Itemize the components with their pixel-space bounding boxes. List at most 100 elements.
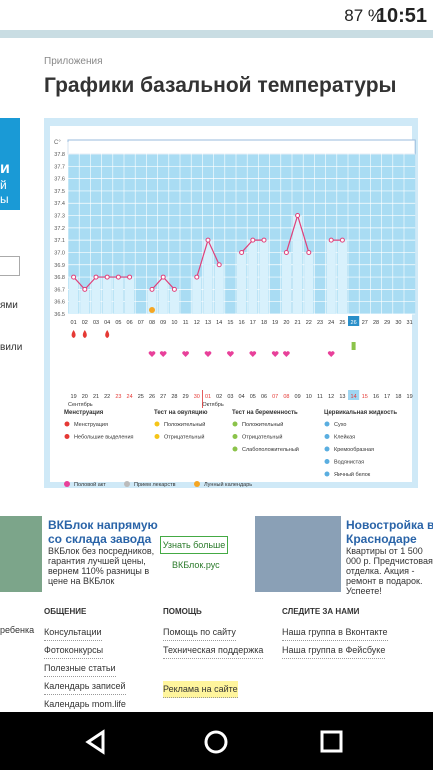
breadcrumb[interactable]: Приложения	[44, 56, 103, 67]
ad-title: Новостройка в Краснодаре	[346, 518, 433, 546]
x-tick-label: 11	[183, 320, 189, 326]
bar	[248, 240, 258, 314]
intercourse-mark	[283, 351, 290, 357]
x-tick-label: 21	[295, 320, 301, 326]
side-text: и	[0, 160, 10, 177]
x-tick-label: 06	[127, 320, 133, 326]
ad-button[interactable]: Узнать больше	[160, 536, 228, 554]
bar	[113, 277, 123, 314]
date-label: 27	[160, 394, 166, 400]
date-label: 19	[71, 394, 77, 400]
date-label: 21	[93, 394, 99, 400]
intercourse-mark	[182, 351, 189, 357]
date-label: 12	[328, 394, 334, 400]
month-label: Октябрь	[202, 402, 223, 408]
bar	[237, 252, 247, 314]
y-axis-label: C°	[54, 140, 61, 146]
point	[127, 274, 133, 280]
footer-link[interactable]: Консультации	[44, 624, 102, 641]
point	[261, 237, 267, 243]
legend-item: Водянистая	[334, 460, 364, 466]
footer-link[interactable]: Наша группа в Вконтакте	[282, 624, 388, 641]
x-tick-label: 23	[317, 320, 323, 326]
date-label: 08	[283, 394, 289, 400]
footer-heading: ПОМОЩЬ	[163, 607, 202, 616]
legend-item: Небольшие выделения	[74, 435, 134, 441]
y-tick-label: 37.1	[54, 238, 65, 244]
date-label: 05	[250, 394, 256, 400]
legend-item: Отрицательный	[242, 434, 283, 441]
ad-site[interactable]: ВКБлок.рус	[172, 560, 220, 570]
legend-item: Прием лекарств	[134, 482, 176, 488]
status-bar: 87 % 10:51	[0, 0, 433, 30]
x-tick-label: 09	[160, 320, 166, 326]
side-input[interactable]	[0, 256, 20, 276]
bar	[102, 277, 112, 314]
y-tick-label: 37.2	[54, 226, 65, 232]
bar	[326, 240, 336, 314]
footer-link[interactable]: Полезные статьи	[44, 660, 116, 677]
point	[71, 274, 77, 280]
date-label: 10	[306, 394, 312, 400]
legend-swatch	[232, 434, 238, 439]
legend-title: Тест на овуляцию	[154, 410, 207, 416]
x-tick-label: 26	[351, 320, 357, 326]
footer-column: ПОМОЩЬ Помощь по сайту Техническая поддерж…	[163, 604, 264, 699]
y-tick-label: 37.7	[54, 164, 65, 170]
plot-header	[67, 139, 416, 155]
legend-item: Половой акт	[74, 481, 106, 488]
back-button[interactable]	[85, 729, 105, 755]
footer-link[interactable]: Календарь записей	[44, 678, 126, 695]
x-tick-label: 05	[115, 320, 121, 326]
bar	[259, 240, 269, 314]
legend-swatch	[64, 481, 70, 487]
x-tick-label: 14	[216, 320, 222, 326]
point	[82, 286, 88, 292]
x-tick-label: 19	[272, 320, 278, 326]
intercourse-mark	[159, 351, 167, 357]
footer-link[interactable]: Наша группа в Фейсбуке	[282, 642, 386, 659]
legend-title: Менструация	[64, 410, 104, 416]
legend-item: Лунный календарь	[204, 481, 252, 488]
footer-link[interactable]: Календарь mom.life	[44, 696, 126, 713]
ad[interactable]: Новостройка в Краснодаре Квартиры от 1 5…	[255, 516, 433, 596]
date-label: 29	[183, 394, 189, 400]
moon-mark	[149, 307, 155, 313]
point	[194, 274, 200, 280]
footer-link[interactable]: Фотоконкурсы	[44, 642, 104, 659]
legend-swatch	[64, 421, 70, 427]
legend-swatch	[232, 446, 238, 452]
ad-text: Квартиры от 1 500 000 р. Предчистовая от…	[346, 546, 433, 596]
legend-swatch	[324, 446, 330, 452]
nav-icons	[85, 729, 343, 755]
footer-link[interactable]: Реклама на сайте	[163, 681, 238, 698]
legend-item: Кремообразная	[334, 447, 374, 453]
footer-fragment: ребенка	[0, 625, 35, 635]
ovulation-test-mark	[351, 342, 356, 350]
legend-item: Клейкая	[334, 434, 355, 441]
x-tick-label: 10	[171, 320, 177, 326]
date-label: 19	[407, 394, 413, 400]
date-label: 18	[395, 394, 401, 400]
ad[interactable]: ВКБлок напрямую со склада завода ВКБлок …	[0, 516, 228, 592]
header-strip	[0, 30, 433, 38]
legend-swatch	[324, 434, 330, 439]
y-tick-label: 37.8	[54, 152, 65, 158]
legend-swatch	[324, 471, 330, 477]
recent-button[interactable]	[320, 730, 343, 753]
legend-swatch	[124, 481, 130, 487]
date-label: 23	[115, 394, 121, 400]
home-button[interactable]	[204, 730, 228, 754]
footer-link[interactable]: Помощь по сайту	[163, 624, 236, 641]
date-label: 17	[384, 394, 390, 400]
legend-item: Положительный	[242, 421, 283, 428]
legend-swatch	[194, 481, 200, 487]
side-text: ы	[0, 192, 9, 206]
date-label: 25	[138, 394, 144, 400]
y-tick-label: 37.6	[54, 177, 65, 183]
bar	[337, 240, 347, 314]
legend-item: Отрицательный	[164, 434, 205, 441]
y-tick-label: 36.9	[54, 263, 65, 269]
x-tick-label: 27	[362, 320, 368, 326]
footer-link[interactable]: Техническая поддержка	[163, 642, 264, 659]
